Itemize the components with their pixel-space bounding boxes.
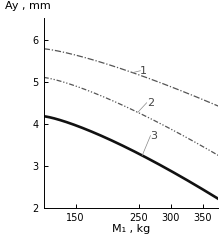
- Text: 2: 2: [147, 98, 154, 108]
- Y-axis label: Ay , mm: Ay , mm: [5, 1, 51, 11]
- X-axis label: M₁ , kg: M₁ , kg: [112, 224, 150, 234]
- Text: 1: 1: [140, 66, 147, 76]
- Text: 3: 3: [151, 131, 157, 141]
